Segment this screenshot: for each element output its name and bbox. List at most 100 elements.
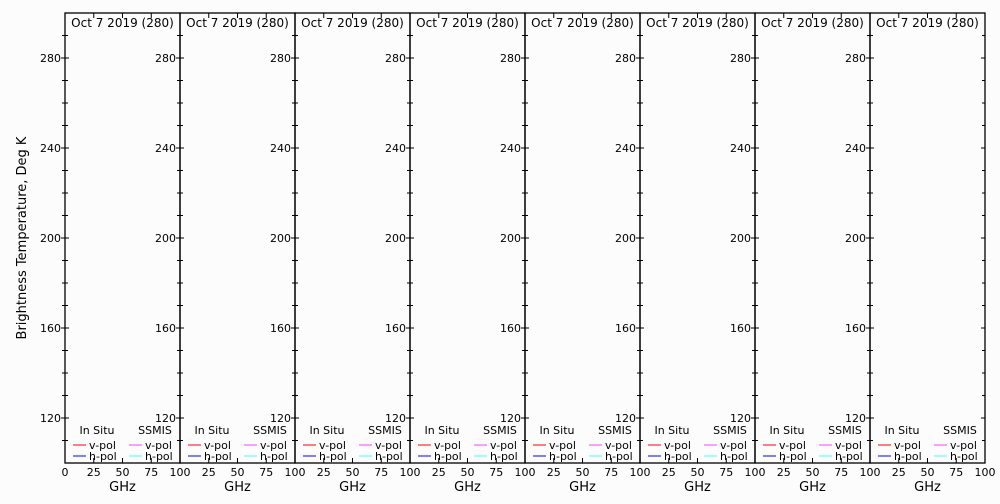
legend-label-insitu-h-pol: h-pol — [894, 450, 922, 463]
x-tick-label: 25 — [777, 466, 791, 479]
x-axis-label: GHz — [339, 480, 366, 495]
legend-label-insitu-h-pol: h-pol — [319, 450, 347, 463]
y-tick-label: 200 — [500, 232, 521, 245]
legend-group-insitu: In Situ — [539, 424, 574, 437]
legend-group-ssmis: SSMIS — [598, 424, 632, 437]
panel-title: Oct 7 2019 (280) — [876, 16, 979, 30]
y-tick-label: 280 — [615, 52, 636, 65]
y-tick-label: 200 — [40, 232, 61, 245]
legend-group-ssmis: SSMIS — [713, 424, 747, 437]
x-tick-label: 50 — [806, 466, 820, 479]
legend-group-insitu: In Situ — [424, 424, 459, 437]
legend-label-insitu-v-pol: v-pol — [549, 439, 576, 452]
y-tick-label: 120 — [40, 412, 61, 425]
x-tick-label: 75 — [719, 466, 733, 479]
legend-label-insitu-h-pol: h-pol — [549, 450, 577, 463]
y-tick-label: 160 — [500, 322, 521, 335]
y-tick-label: 120 — [385, 412, 406, 425]
legend-label-ssmis-h-pol: h-pol — [720, 450, 748, 463]
x-tick-label: 100 — [630, 466, 651, 479]
y-tick-label: 200 — [615, 232, 636, 245]
legend-label-ssmis-h-pol: h-pol — [490, 450, 518, 463]
legend-group-insitu: In Situ — [769, 424, 804, 437]
y-tick-label: 240 — [845, 142, 866, 155]
y-tick-label: 240 — [615, 142, 636, 155]
y-tick-label: 240 — [155, 142, 176, 155]
x-tick-label: 100 — [975, 466, 996, 479]
x-tick-label: 100 — [515, 466, 536, 479]
panel-title: Oct 7 2019 (280) — [301, 16, 404, 30]
legend-label-ssmis-h-pol: h-pol — [835, 450, 863, 463]
x-tick-label: 25 — [432, 466, 446, 479]
legend-label-ssmis-v-pol: v-pol — [260, 439, 287, 452]
legend-label-ssmis-h-pol: h-pol — [260, 450, 288, 463]
legend-label-ssmis-v-pol: v-pol — [375, 439, 402, 452]
y-tick-label: 240 — [385, 142, 406, 155]
legend-label-insitu-h-pol: h-pol — [204, 450, 232, 463]
legend-group-ssmis: SSMIS — [253, 424, 287, 437]
y-tick-label: 200 — [270, 232, 291, 245]
legend-label-insitu-v-pol: v-pol — [894, 439, 921, 452]
x-tick-label: 25 — [662, 466, 676, 479]
legend-group-ssmis: SSMIS — [368, 424, 402, 437]
x-tick-label: 50 — [576, 466, 590, 479]
legend-label-insitu-h-pol: h-pol — [779, 450, 807, 463]
y-tick-label: 200 — [730, 232, 751, 245]
legend-label-ssmis-v-pol: v-pol — [835, 439, 862, 452]
x-tick-label: 100 — [285, 466, 306, 479]
y-tick-label: 240 — [500, 142, 521, 155]
legend-label-ssmis-v-pol: v-pol — [605, 439, 632, 452]
y-tick-label: 160 — [270, 322, 291, 335]
legend-label-ssmis-v-pol: v-pol — [720, 439, 747, 452]
x-tick-label: 50 — [921, 466, 935, 479]
x-tick-label: 75 — [489, 466, 503, 479]
x-tick-label: 100 — [400, 466, 421, 479]
x-tick-label: 25 — [547, 466, 561, 479]
y-tick-label: 120 — [155, 412, 176, 425]
panel-frame — [869, 12, 986, 464]
legend-label-insitu-v-pol: v-pol — [319, 439, 346, 452]
panel-title: Oct 7 2019 (280) — [71, 16, 174, 30]
legend-label-insitu-h-pol: h-pol — [434, 450, 462, 463]
legend-group-insitu: In Situ — [884, 424, 919, 437]
legend-label-ssmis-h-pol: h-pol — [375, 450, 403, 463]
y-tick-label: 200 — [155, 232, 176, 245]
y-tick-label: 160 — [155, 322, 176, 335]
y-tick-label: 160 — [730, 322, 751, 335]
y-tick-label: 160 — [40, 322, 61, 335]
y-tick-label: 120 — [270, 412, 291, 425]
x-tick-label: 25 — [892, 466, 906, 479]
legend-label-ssmis-v-pol: v-pol — [145, 439, 172, 452]
y-axis-label: Brightness Temperature, Deg K — [15, 136, 30, 339]
y-tick-label: 200 — [385, 232, 406, 245]
legend-group-ssmis: SSMIS — [483, 424, 517, 437]
x-axis-label: GHz — [799, 480, 826, 495]
x-tick-label: 75 — [834, 466, 848, 479]
legend-group-insitu: In Situ — [654, 424, 689, 437]
panel-title: Oct 7 2019 (280) — [531, 16, 634, 30]
x-tick-label: 75 — [949, 466, 963, 479]
x-tick-label: 75 — [259, 466, 273, 479]
x-tick-label: 100 — [860, 466, 881, 479]
x-tick-label: 75 — [144, 466, 158, 479]
x-tick-label: 0 — [62, 466, 69, 479]
y-tick-label: 280 — [155, 52, 176, 65]
legend-label-insitu-v-pol: v-pol — [434, 439, 461, 452]
y-tick-label: 200 — [845, 232, 866, 245]
panel-title: Oct 7 2019 (280) — [646, 16, 749, 30]
x-tick-label: 50 — [346, 466, 360, 479]
x-tick-label: 50 — [231, 466, 245, 479]
x-axis-label: GHz — [454, 480, 481, 495]
legend-label-ssmis-h-pol: h-pol — [950, 450, 978, 463]
legend-label-ssmis-v-pol: v-pol — [490, 439, 517, 452]
y-tick-label: 160 — [615, 322, 636, 335]
x-axis-label: GHz — [109, 480, 136, 495]
panel-title: Oct 7 2019 (280) — [761, 16, 864, 30]
y-tick-label: 280 — [500, 52, 521, 65]
x-tick-label: 50 — [461, 466, 475, 479]
y-tick-label: 120 — [500, 412, 521, 425]
y-tick-label: 280 — [845, 52, 866, 65]
legend-label-insitu-h-pol: h-pol — [89, 450, 117, 463]
legend-group-ssmis: SSMIS — [138, 424, 172, 437]
legend-group-insitu: In Situ — [79, 424, 114, 437]
